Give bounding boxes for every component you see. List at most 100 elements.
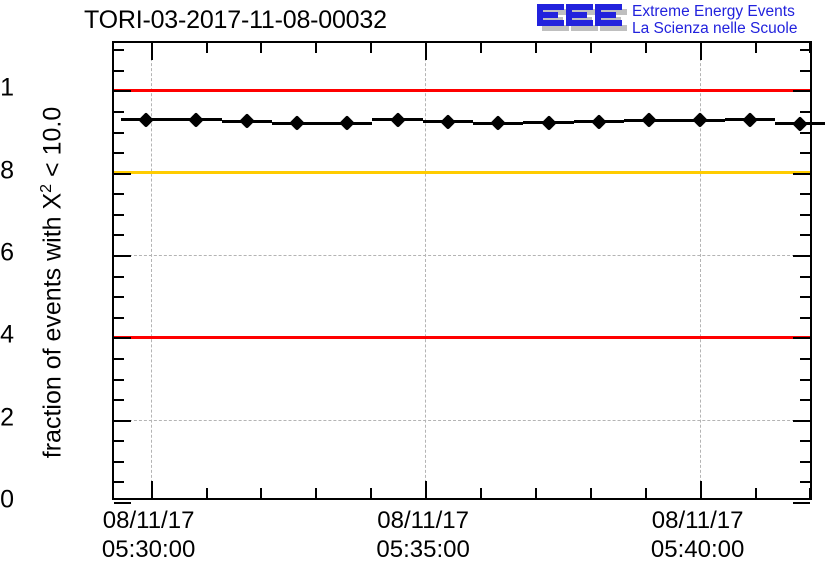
x-axis-minor-tick-top (534, 43, 537, 53)
x-axis-minor-tick-top (315, 43, 318, 53)
y-axis-tick-label: 0.6 (0, 238, 14, 267)
y-axis-major-tick (114, 255, 131, 257)
x-axis-minor-tick-top (205, 43, 208, 53)
y-axis-minor-tick-right (800, 481, 810, 484)
x-axis-major-tick (150, 481, 153, 498)
gridline-horizontal (114, 419, 810, 421)
y-axis-minor-tick-right (800, 49, 810, 52)
eee-logo-text: Extreme Energy Events La Scienza nelle S… (632, 3, 797, 37)
x-axis-major-tick (699, 481, 702, 498)
y-axis-minor-tick (114, 357, 124, 360)
y-axis-major-tick (114, 419, 131, 422)
reference-line-yellow-threshold (114, 171, 810, 175)
y-axis-minor-tick (114, 296, 124, 299)
y-axis-major-tick-right (793, 502, 810, 504)
y-axis-tick-label: 0.2 (0, 403, 14, 432)
x-axis-tick-label-time: 05:30:00 (101, 536, 196, 563)
y-axis-minor-tick-right (800, 193, 810, 196)
y-axis-major-tick (114, 90, 131, 93)
y-axis-minor-tick (114, 440, 124, 443)
y-axis-tick-label: 0 (0, 485, 14, 514)
y-axis-tick-label: 0.4 (0, 320, 14, 349)
y-axis-minor-tick-right (800, 316, 810, 319)
x-axis-minor-tick-top (754, 43, 757, 53)
x-axis-major-tick-top (425, 43, 428, 60)
x-axis-tick-label-date: 08/11/17 (377, 507, 469, 534)
page-title: TORI-03-2017-11-08-00032 (84, 6, 387, 34)
y-axis-major-tick-right (793, 255, 810, 257)
y-axis-minor-tick (114, 110, 124, 113)
x-axis-tick-label-date: 08/11/17 (102, 507, 195, 534)
y-axis-minor-tick-right (800, 213, 810, 216)
x-axis-minor-tick-top (370, 43, 373, 53)
y-axis-minor-tick (114, 49, 124, 52)
y-axis-minor-tick-right (800, 131, 810, 134)
y-axis-minor-tick (114, 213, 124, 216)
y-axis-minor-tick-right (800, 152, 810, 155)
x-axis-tick-label-time: 05:40:00 (650, 536, 745, 563)
plot-area (114, 43, 812, 504)
y-axis-title: fraction of events with X2 < 10.0 (38, 48, 68, 518)
y-axis-major-tick (114, 502, 131, 504)
y-axis-minor-tick-right (800, 357, 810, 360)
y-axis-title-prefix: fraction of events with X (38, 192, 67, 459)
x-axis-minor-tick (370, 488, 373, 498)
x-axis-minor-tick (809, 488, 812, 498)
y-axis-major-tick-right (793, 90, 810, 93)
x-axis-minor-tick-top (644, 43, 647, 53)
y-axis-major-tick-right (793, 172, 810, 175)
x-axis-minor-tick (205, 488, 208, 498)
y-axis-minor-tick-right (800, 378, 810, 381)
y-axis-title-exponent: 2 (38, 183, 56, 193)
y-axis-minor-tick (114, 131, 124, 134)
gridline-vertical (699, 43, 701, 498)
y-axis-tick-label: 0.8 (0, 156, 14, 185)
gridline-horizontal (114, 255, 810, 256)
y-axis-tick-label: 1 (0, 73, 14, 102)
y-axis-major-tick (114, 337, 131, 340)
x-axis-tick-label: 08/11/17 05:35:00 (376, 506, 469, 564)
gridline-vertical (425, 43, 427, 498)
x-axis-tick-label-time: 05:35:00 (376, 536, 470, 563)
y-axis-title-suffix: < 10.0 (38, 106, 67, 184)
x-axis-minor-tick-top (480, 43, 482, 53)
y-axis-minor-tick (114, 234, 124, 237)
y-axis-major-tick-right (793, 337, 810, 340)
x-axis-minor-tick-top (809, 43, 812, 53)
x-axis-tick-label: 08/11/17 05:30:00 (102, 506, 195, 564)
y-axis-minor-tick (114, 316, 124, 319)
x-axis-tick-label: 08/11/17 05:40:00 (651, 506, 744, 564)
y-axis-minor-tick-right (800, 460, 810, 463)
x-axis-minor-tick (754, 488, 757, 498)
eee-logo: Extreme Energy Events La Scienza nelle S… (536, 2, 836, 42)
eee-logo-mark (537, 4, 627, 31)
x-axis-minor-tick (534, 488, 537, 498)
x-axis-minor-tick (480, 488, 482, 498)
y-axis-minor-tick-right (800, 440, 810, 443)
y-axis-major-tick-right (793, 419, 810, 422)
x-axis-minor-tick-top (260, 43, 263, 53)
y-axis-minor-tick (114, 378, 124, 381)
y-axis-minor-tick-right (800, 296, 810, 299)
y-axis-minor-tick (114, 69, 124, 72)
x-axis-major-tick-top (150, 43, 153, 60)
x-axis-minor-tick-top (589, 43, 592, 53)
x-axis-minor-tick (589, 488, 592, 498)
y-axis-minor-tick-right (800, 69, 810, 72)
y-axis-minor-tick (114, 275, 124, 278)
x-axis-tick-label-date: 08/11/17 (651, 507, 744, 534)
reference-line-lower-red-threshold (114, 335, 810, 339)
y-axis-minor-tick (114, 460, 124, 463)
reference-line-upper-red-threshold (114, 88, 810, 92)
x-axis-minor-tick (315, 488, 318, 498)
y-axis-minor-tick-right (800, 110, 810, 113)
y-axis-minor-tick (114, 399, 124, 402)
x-axis-minor-tick (644, 488, 647, 498)
eee-logo-line2: La Scienza nelle Scuole (632, 20, 798, 37)
plot-frame (112, 41, 826, 504)
y-axis-minor-tick-right (800, 399, 810, 402)
gridline-vertical (150, 43, 152, 498)
y-axis-minor-tick (114, 193, 124, 196)
eee-logo-line1: Extreme Energy Events (632, 3, 795, 20)
y-axis-minor-tick (114, 481, 124, 484)
